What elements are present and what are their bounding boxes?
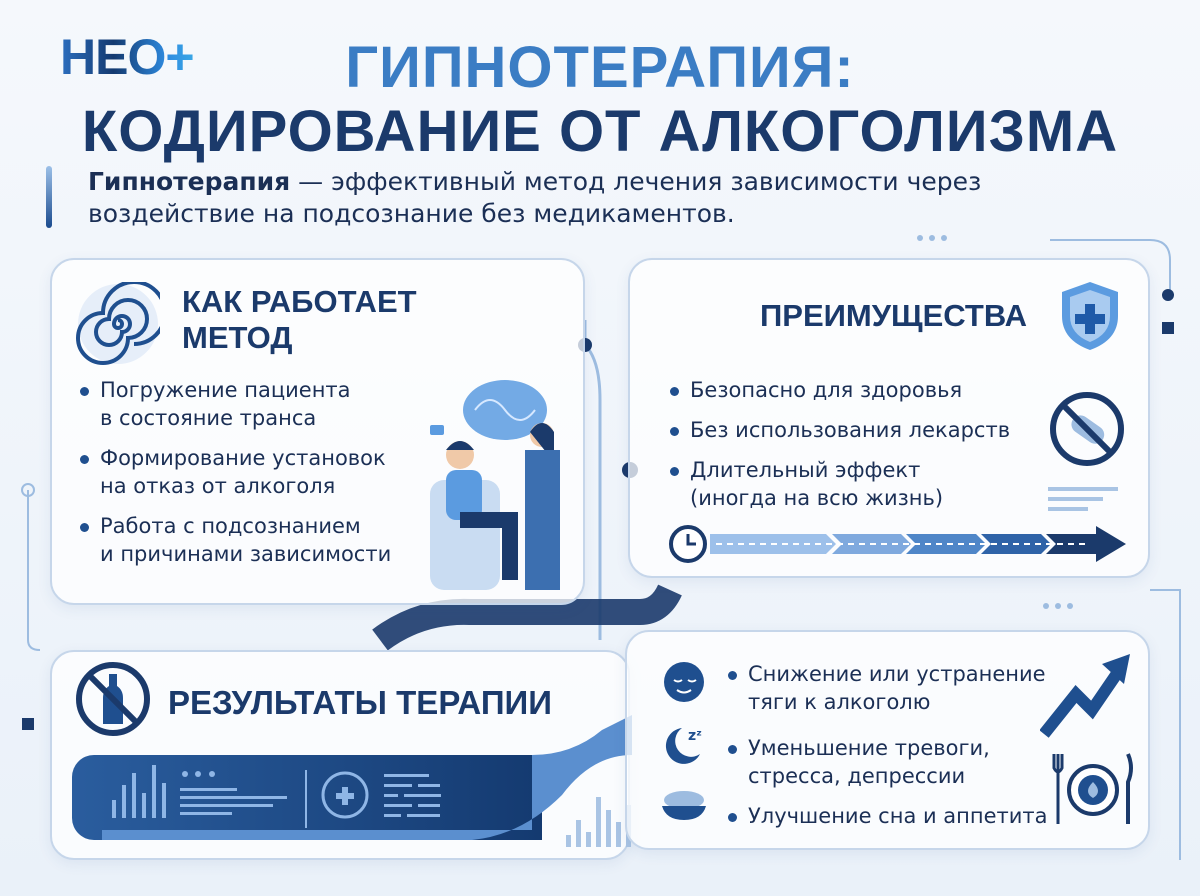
shield-plus-icon — [1062, 282, 1118, 350]
banner-graphics — [102, 715, 632, 847]
item-line: Без использования лекарств — [690, 418, 1011, 442]
item-line: на отказ от алкоголя — [100, 474, 336, 498]
spiral-icon — [76, 282, 160, 365]
timeline-arrow — [669, 525, 1126, 563]
food-bowl-icon — [662, 791, 706, 820]
intro-text: Гипнотерапия — эффективный метод лечения… — [88, 166, 1138, 230]
method-heading-line-2: МЕТОД — [182, 320, 293, 355]
method-list: Погружение пациента в состояние транса Фо… — [78, 376, 438, 580]
result-icons: zᶻ — [662, 662, 706, 820]
calm-face-icon — [664, 662, 704, 702]
intro-rest: — эффективный метод лечения зависимости … — [88, 167, 982, 228]
method-heading: КАК РАБОТАЕТ МЕТОД — [182, 284, 417, 356]
list-item: Погружение пациента в состояние транса — [78, 376, 438, 432]
item-line: Улучшение сна и аппетита — [748, 804, 1048, 828]
item-line: Уменьшение тревоги, — [748, 736, 990, 760]
advantages-heading: ПРЕИМУЩЕСТВА — [760, 298, 1028, 333]
logo: НЕО+ — [60, 29, 195, 85]
growth-arrow-icon — [1040, 654, 1130, 738]
title-line-2: КОДИРОВАНИЕ ОТ АЛКОГОЛИЗМА — [81, 99, 1119, 164]
text-lines-decoration — [1048, 487, 1118, 511]
item-line: Снижение или устранение — [748, 662, 1046, 686]
results-list-card — [625, 630, 1150, 850]
list-item: Улучшение сна и аппетита — [726, 802, 1066, 830]
item-line: стресса, депрессии — [748, 764, 966, 788]
item-line: тяги к алкоголю — [748, 690, 931, 714]
no-alcohol-icon — [76, 662, 150, 736]
svg-text:zᶻ: zᶻ — [688, 728, 702, 744]
item-line: Безопасно для здоровья — [690, 378, 963, 402]
healthy-food-icon — [1052, 753, 1133, 824]
intro-bold: Гипнотерапия — [88, 167, 291, 196]
item-line: Погружение пациента — [100, 378, 351, 402]
list-item: Без использования лекарств — [668, 416, 1048, 444]
item-line: и причинами зависимости — [100, 542, 392, 566]
therapy-illustration — [430, 380, 560, 590]
item-line: Длительный эффект — [690, 458, 921, 482]
intro-accent-bar — [46, 166, 52, 228]
method-heading-line-1: КАК РАБОТАЕТ — [182, 284, 417, 319]
no-pills-icon — [1050, 392, 1124, 466]
item-line: в состояние транса — [100, 406, 317, 430]
list-item: Длительный эффект (иногда на всю жизнь) — [668, 456, 1048, 512]
list-item: Формирование установок на отказ от алкого… — [78, 444, 438, 500]
moon-sleep-icon: zᶻ — [665, 728, 702, 764]
item-line: Формирование установок — [100, 446, 386, 470]
list-item: Безопасно для здоровья — [668, 376, 1048, 404]
item-line: (иногда на всю жизнь) — [690, 486, 944, 510]
list-item: Работа с подсознанием и причинами зависим… — [78, 512, 438, 568]
results-heading: РЕЗУЛЬТАТЫ ТЕРАПИИ — [168, 684, 552, 721]
title-line-1: ГИПНОТЕРАПИЯ: — [345, 35, 855, 100]
advantages-list: Безопасно для здоровья Без использования… — [668, 376, 1048, 524]
list-item: Уменьшение тревоги, стресса, депрессии — [726, 734, 1066, 790]
item-line: Работа с подсознанием — [100, 514, 361, 538]
results-list: Снижение или устранение тяги к алкоголю У… — [726, 660, 1066, 842]
list-item: Снижение или устранение тяги к алкоголю — [726, 660, 1066, 716]
